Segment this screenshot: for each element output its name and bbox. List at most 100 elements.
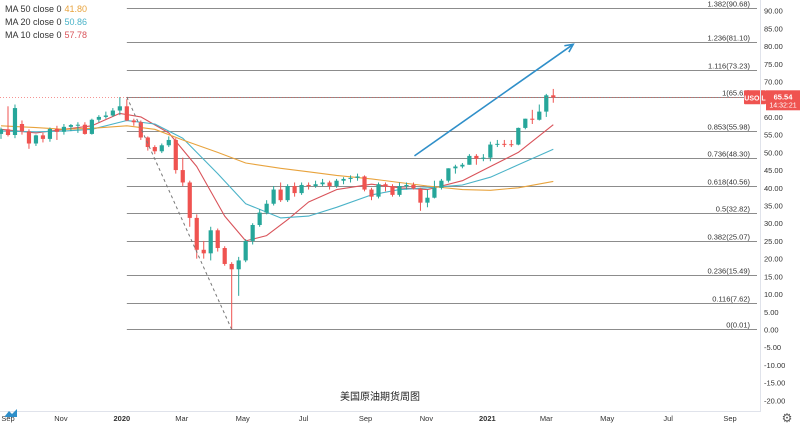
candle [208,226,213,261]
candle-body [173,139,178,171]
ma-line-10 [0,112,554,242]
candle-body [292,186,297,194]
candle [96,115,101,123]
candle-body [516,127,521,145]
candle [138,120,143,140]
legend-ma50[interactable]: MA 50 close 0 41.80 [5,3,87,16]
candle [411,182,416,190]
candle-body [19,124,25,132]
candle [12,104,18,139]
price-tick-label: -20.00 [764,396,785,405]
candle-body [61,126,67,132]
price-axis-divider [760,0,761,412]
candle-body [404,184,409,187]
price-tick-label: 30.00 [764,219,783,228]
time-tick-label: Sep [723,414,736,423]
candle [523,118,528,130]
fib-level-label: 1.236(81.10) [707,34,750,43]
candle-body [131,120,136,123]
price-tick-label: -5.00 [764,343,781,352]
candle [110,108,115,117]
candle-body [299,184,304,194]
legend-ma20[interactable]: MA 20 close 0 50.86 [5,16,87,29]
candle-body [327,182,332,187]
candle [5,106,11,137]
price-tick-label: 10.00 [764,290,783,299]
candle [103,111,108,119]
trend-arrow [413,43,574,157]
price-tick-label: 35.00 [764,202,783,211]
price-tick-label: 15.00 [764,272,783,281]
gear-icon[interactable]: ⚙ [781,411,793,425]
candle [292,182,297,197]
fib-level-label: 1(65.62) [722,89,750,98]
candle-body [397,186,402,195]
time-axis[interactable]: Sep Nov 2020 Mar May Jul Sep Nov 2021 Mar May Jul Se… [1,414,736,423]
price-tick-label: 80.00 [764,42,783,51]
time-tick-label: May [600,414,614,423]
price-tick-label: 0.00 [764,326,779,335]
candle [348,175,353,183]
candle [425,189,430,208]
candle [89,118,94,135]
candle [180,157,185,187]
candle-body [348,177,353,179]
candle-body [180,170,185,183]
candle-body [460,164,465,167]
candle-body [103,115,108,117]
candle-body [159,145,164,152]
candle-body [453,166,458,169]
candle [187,180,192,227]
time-tick-label: Mar [540,414,553,423]
legend-ma20-value: 50.86 [64,17,88,27]
price-axis[interactable]: 90.0085.0080.0075.0070.0065.0060.0055.00… [0,7,800,406]
fibonacci-retracement[interactable]: 1.382(90.68) 1.236(81.10) 1.116(73.23) 1(65… [126,0,757,330]
legend-ma20-label: MA 20 close 0 [5,17,62,27]
candle-body [467,155,472,165]
drawings-layer[interactable] [126,43,575,330]
legend-ma50-label: MA 50 close 0 [5,4,62,14]
candle [376,182,381,199]
candle-body [264,203,269,213]
fib-trend-line [126,96,233,330]
legend-ma10-label: MA 10 close 0 [5,30,62,40]
candle [215,228,220,252]
price-tick-label: 85.00 [764,24,783,33]
ma-line-20 [0,119,554,219]
candle [201,240,206,259]
fib-level-label: 1.382(90.68) [707,0,750,9]
fib-level-label: 0.382(25.07) [707,233,750,242]
candle [250,223,255,245]
candle-body [187,182,192,218]
candle-body [481,157,486,159]
time-tick-label: Nov [420,414,434,423]
time-tick-label: Mar [175,414,188,423]
candle-body [243,240,248,261]
candle-body [40,135,46,139]
candle-body [390,186,395,195]
candle-body [446,168,451,181]
candle [173,138,178,174]
symbol-label: USOIL [744,95,766,102]
candle [502,139,507,148]
candle [75,122,80,133]
candle [453,164,458,174]
candle [530,109,535,125]
price-tick-label: -15.00 [764,379,785,388]
legend-ma10[interactable]: MA 10 close 0 57.78 [5,29,87,42]
candle [418,187,423,211]
legend-ma50-value: 41.80 [64,4,88,14]
candle-body [75,124,80,126]
candle-body [124,106,129,121]
candle [355,173,360,181]
fib-level-label: 0.853(55.98) [707,123,750,132]
candle-body [236,260,241,270]
candle [278,182,283,202]
candle [54,125,60,140]
fib-level-label: 1.116(73.23) [708,62,750,71]
candle [166,136,171,148]
trend-arrow-head [564,43,575,53]
candle [222,246,227,266]
time-tick-label: Sep [359,414,372,423]
